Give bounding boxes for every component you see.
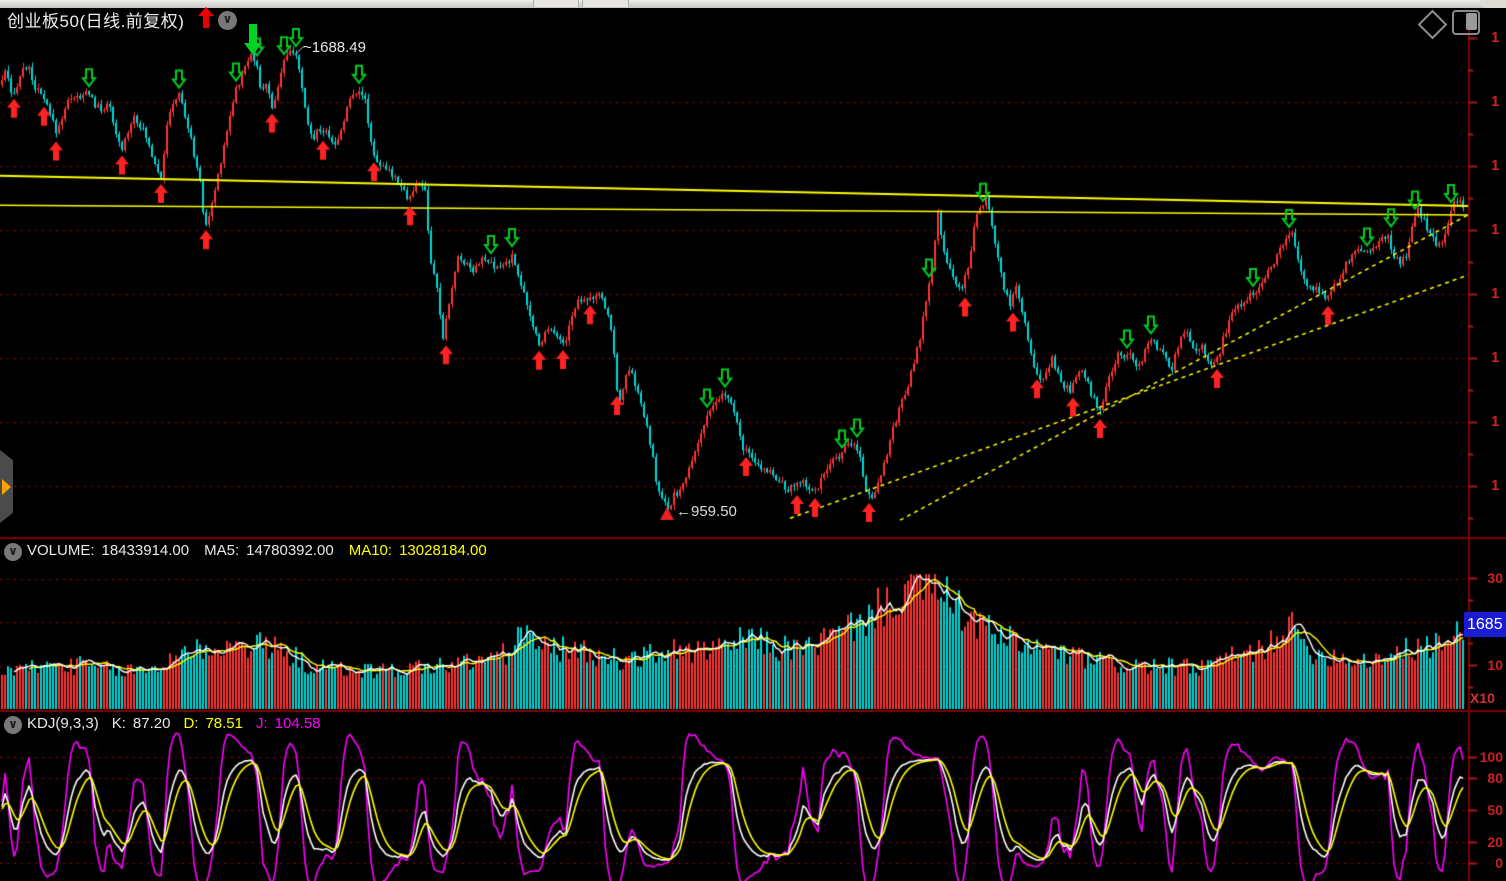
main-axis-label: 1: [1491, 29, 1500, 46]
k-value: 87.20: [132, 715, 171, 732]
j-label: J:: [255, 715, 268, 732]
ma10-value: 13028184.00: [399, 542, 487, 559]
main-axis-label: 1: [1491, 221, 1500, 238]
kdj-axis-label: 0: [1495, 855, 1503, 871]
main-axis-label: 1: [1491, 349, 1500, 366]
window-top-segment: [533, 0, 579, 7]
collapse-main-pane-button[interactable]: ∨: [218, 11, 237, 30]
collapse-kdj-pane-button[interactable]: ∨: [4, 716, 22, 734]
j-value: 104.58: [274, 715, 321, 732]
volume-multiplier-label: X10: [1470, 690, 1495, 706]
kdj-axis-label: 20: [1487, 834, 1503, 850]
volume-axis-label: 10: [1487, 657, 1503, 673]
expand-arrow-icon: [2, 479, 11, 495]
ma5-value: 14780392.00: [246, 542, 334, 559]
main-axis-label: 1: [1491, 413, 1500, 430]
ma5-label: MA5:: [204, 542, 240, 559]
buy-signal-legend-icon: [198, 7, 214, 28]
main-axis-label: 1: [1491, 477, 1500, 494]
window-top-corner: [1480, 0, 1506, 8]
main-axis-label: 1: [1491, 157, 1500, 174]
sell-signal-marker-icon: [244, 24, 262, 55]
k-label: K:: [111, 715, 126, 732]
d-value: 78.51: [205, 715, 243, 732]
d-label: D:: [183, 715, 199, 732]
volume-value: 18433914.00: [101, 542, 190, 559]
kdj-axis-label: 80: [1487, 770, 1503, 786]
panel-toggle-icon[interactable]: [1452, 10, 1480, 35]
kdj-label: KDJ(9,3,3): [27, 715, 99, 732]
window-top-segment: [582, 0, 629, 7]
main-axis-label: 1: [1491, 93, 1500, 110]
kdj-pane-header: KDJ(9,3,3) K: 87.20 D: 78.51 J: 104.58: [27, 715, 321, 732]
high-price-annotation: ~1688.49: [303, 39, 366, 56]
kdj-axis-label: 100: [1479, 749, 1503, 765]
chart-title: 创业板50(日线.前复权): [7, 12, 185, 31]
kdj-axis-label: 50: [1487, 802, 1503, 818]
volume-axis-label: 30: [1487, 570, 1503, 586]
collapse-volume-pane-button[interactable]: ∨: [4, 543, 22, 561]
ma10-label: MA10:: [348, 542, 393, 559]
low-price-annotation: ←959.50: [676, 503, 737, 520]
window-top-edge: [0, 0, 1506, 8]
sidebar-slide-handle[interactable]: [0, 450, 13, 523]
volume-label: VOLUME:: [27, 542, 95, 559]
volume-pane-header: VOLUME: 18433914.00 MA5: 14780392.00 MA1…: [27, 542, 487, 559]
main-axis-label: 1: [1491, 285, 1500, 302]
current-price-tag: 1685: [1464, 612, 1506, 637]
